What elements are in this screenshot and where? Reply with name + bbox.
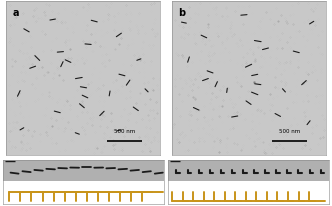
Text: 500 nm: 500 nm [279, 129, 300, 134]
Text: 500 nm: 500 nm [114, 129, 135, 134]
Text: a: a [13, 8, 19, 18]
Text: b: b [178, 8, 185, 18]
Bar [3, 160, 164, 181]
Bar [168, 160, 329, 181]
